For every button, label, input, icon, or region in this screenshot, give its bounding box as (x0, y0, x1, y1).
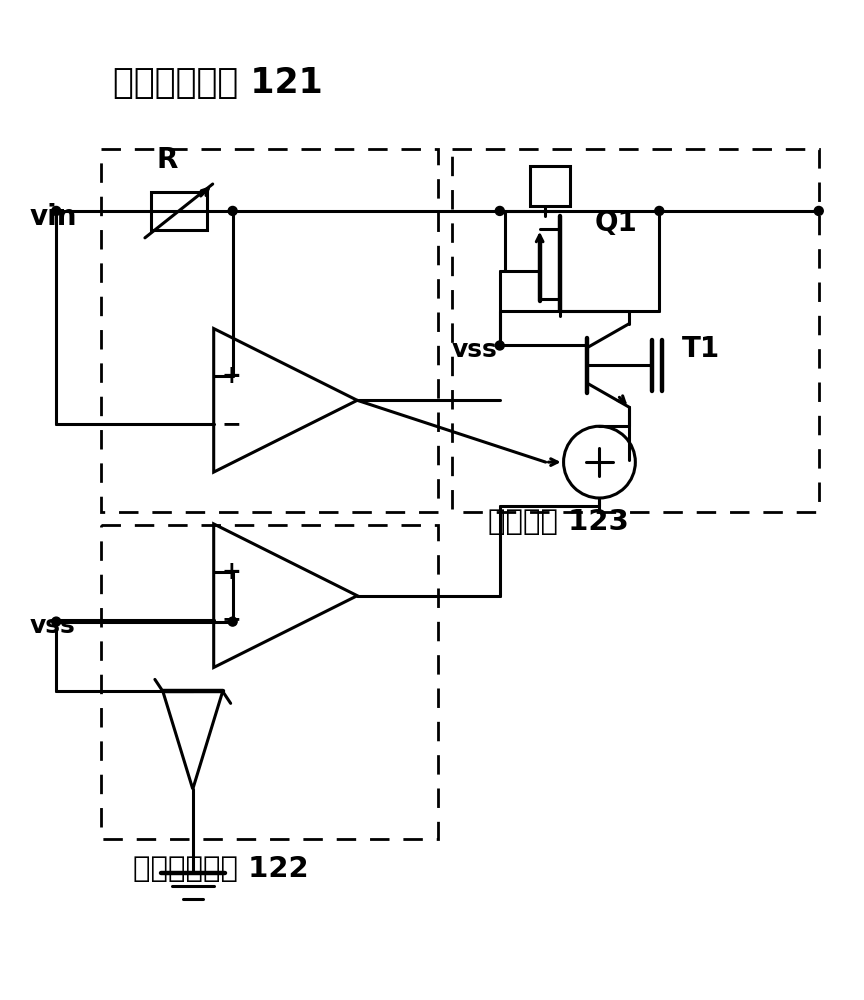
Circle shape (228, 617, 237, 626)
Text: vin: vin (29, 203, 77, 231)
Text: vss: vss (29, 614, 75, 638)
Text: T1: T1 (683, 335, 721, 363)
Text: −: − (222, 412, 241, 436)
Text: 电压监测模块 122: 电压监测模块 122 (133, 855, 308, 883)
Text: 电流监测模块 121: 电流监测模块 121 (113, 66, 323, 100)
Circle shape (52, 617, 60, 626)
Text: +: + (222, 364, 241, 388)
Text: R: R (157, 146, 178, 174)
Circle shape (495, 206, 505, 215)
Bar (151, 192, 206, 230)
Text: Q1: Q1 (594, 209, 638, 237)
Circle shape (495, 341, 505, 350)
Text: vss: vss (452, 338, 498, 362)
Circle shape (814, 206, 823, 215)
Text: −: − (222, 608, 241, 632)
Bar (530, 166, 569, 206)
Text: 控制模块 123: 控制模块 123 (488, 508, 629, 536)
Circle shape (655, 206, 664, 215)
Circle shape (228, 206, 237, 215)
Circle shape (52, 206, 60, 215)
Text: +: + (222, 560, 241, 584)
